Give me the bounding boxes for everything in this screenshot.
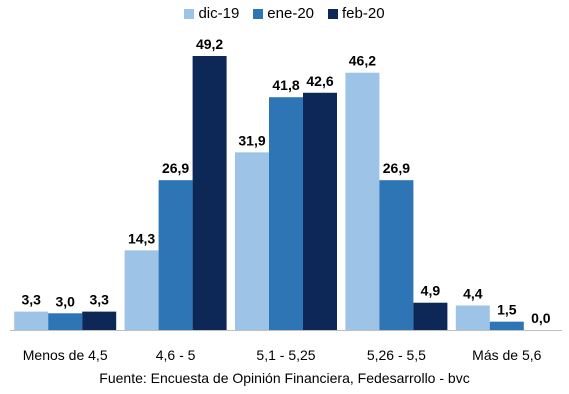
legend-swatch-dic-19 <box>184 8 195 19</box>
x-tick-label-1: 4,6 - 5 <box>156 347 196 363</box>
data-label-ene-20-4: 1,5 <box>497 302 517 318</box>
legend-item-feb-20: feb-20 <box>328 5 385 22</box>
data-label-dic-19-3: 46,2 <box>349 53 376 69</box>
bar-ene-20-1 <box>158 180 193 330</box>
data-label-dic-19-4: 4,4 <box>463 285 483 301</box>
x-tick-label-2: 5,1 - 5,25 <box>256 347 315 363</box>
data-label-feb-20-1: 49,2 <box>196 36 223 52</box>
data-label-ene-20-0: 3,0 <box>55 293 75 309</box>
data-label-feb-20-0: 3,3 <box>89 292 109 308</box>
bar-ene-20-3 <box>379 180 414 330</box>
data-label-dic-19-0: 3,3 <box>21 292 41 308</box>
x-tick-label-3: 5,26 - 5,5 <box>367 347 426 363</box>
x-tick-label-4: Más de 5,6 <box>472 347 541 363</box>
legend-label-dic-19: dic-19 <box>198 5 240 22</box>
chart-legend: dic-19 ene-20 feb-20 <box>0 5 569 22</box>
data-label-feb-20-3: 4,9 <box>421 283 441 299</box>
data-label-ene-20-2: 41,8 <box>272 77 299 93</box>
data-label-ene-20-1: 26,9 <box>162 160 189 176</box>
bar-ene-20-0 <box>48 313 83 330</box>
bar-ene-20-4 <box>489 321 524 330</box>
bar-feb-20-2 <box>303 92 337 330</box>
data-label-ene-20-3: 26,9 <box>383 160 410 176</box>
legend-item-ene-20: ene-20 <box>253 5 314 22</box>
source-note: Fuente: Encuesta de Opinión Financiera, … <box>99 370 470 386</box>
x-tick-label-0: Menos de 4,5 <box>23 347 108 363</box>
legend-swatch-ene-20 <box>253 8 264 19</box>
legend-label-feb-20: feb-20 <box>342 5 385 22</box>
bar-feb-20-0 <box>82 311 117 330</box>
bar-dic-19-1 <box>124 250 159 330</box>
legend-item-dic-19: dic-19 <box>184 5 239 22</box>
bar-dic-19-0 <box>14 311 49 330</box>
data-label-dic-19-1: 14,3 <box>128 230 155 246</box>
legend-label-ene-20: ene-20 <box>267 5 315 22</box>
data-label-feb-20-2: 42,6 <box>306 73 333 89</box>
bar-dic-19-3 <box>345 72 380 331</box>
bar-dic-19-2 <box>235 152 269 330</box>
bar-ene-20-2 <box>269 97 303 330</box>
bar-dic-19-4 <box>455 305 490 330</box>
bar-feb-20-3 <box>413 302 448 330</box>
data-label-dic-19-2: 31,9 <box>238 132 265 148</box>
bar-feb-20-1 <box>192 56 227 330</box>
data-label-feb-20-4: 0,0 <box>531 310 551 326</box>
legend-swatch-feb-20 <box>328 8 339 19</box>
